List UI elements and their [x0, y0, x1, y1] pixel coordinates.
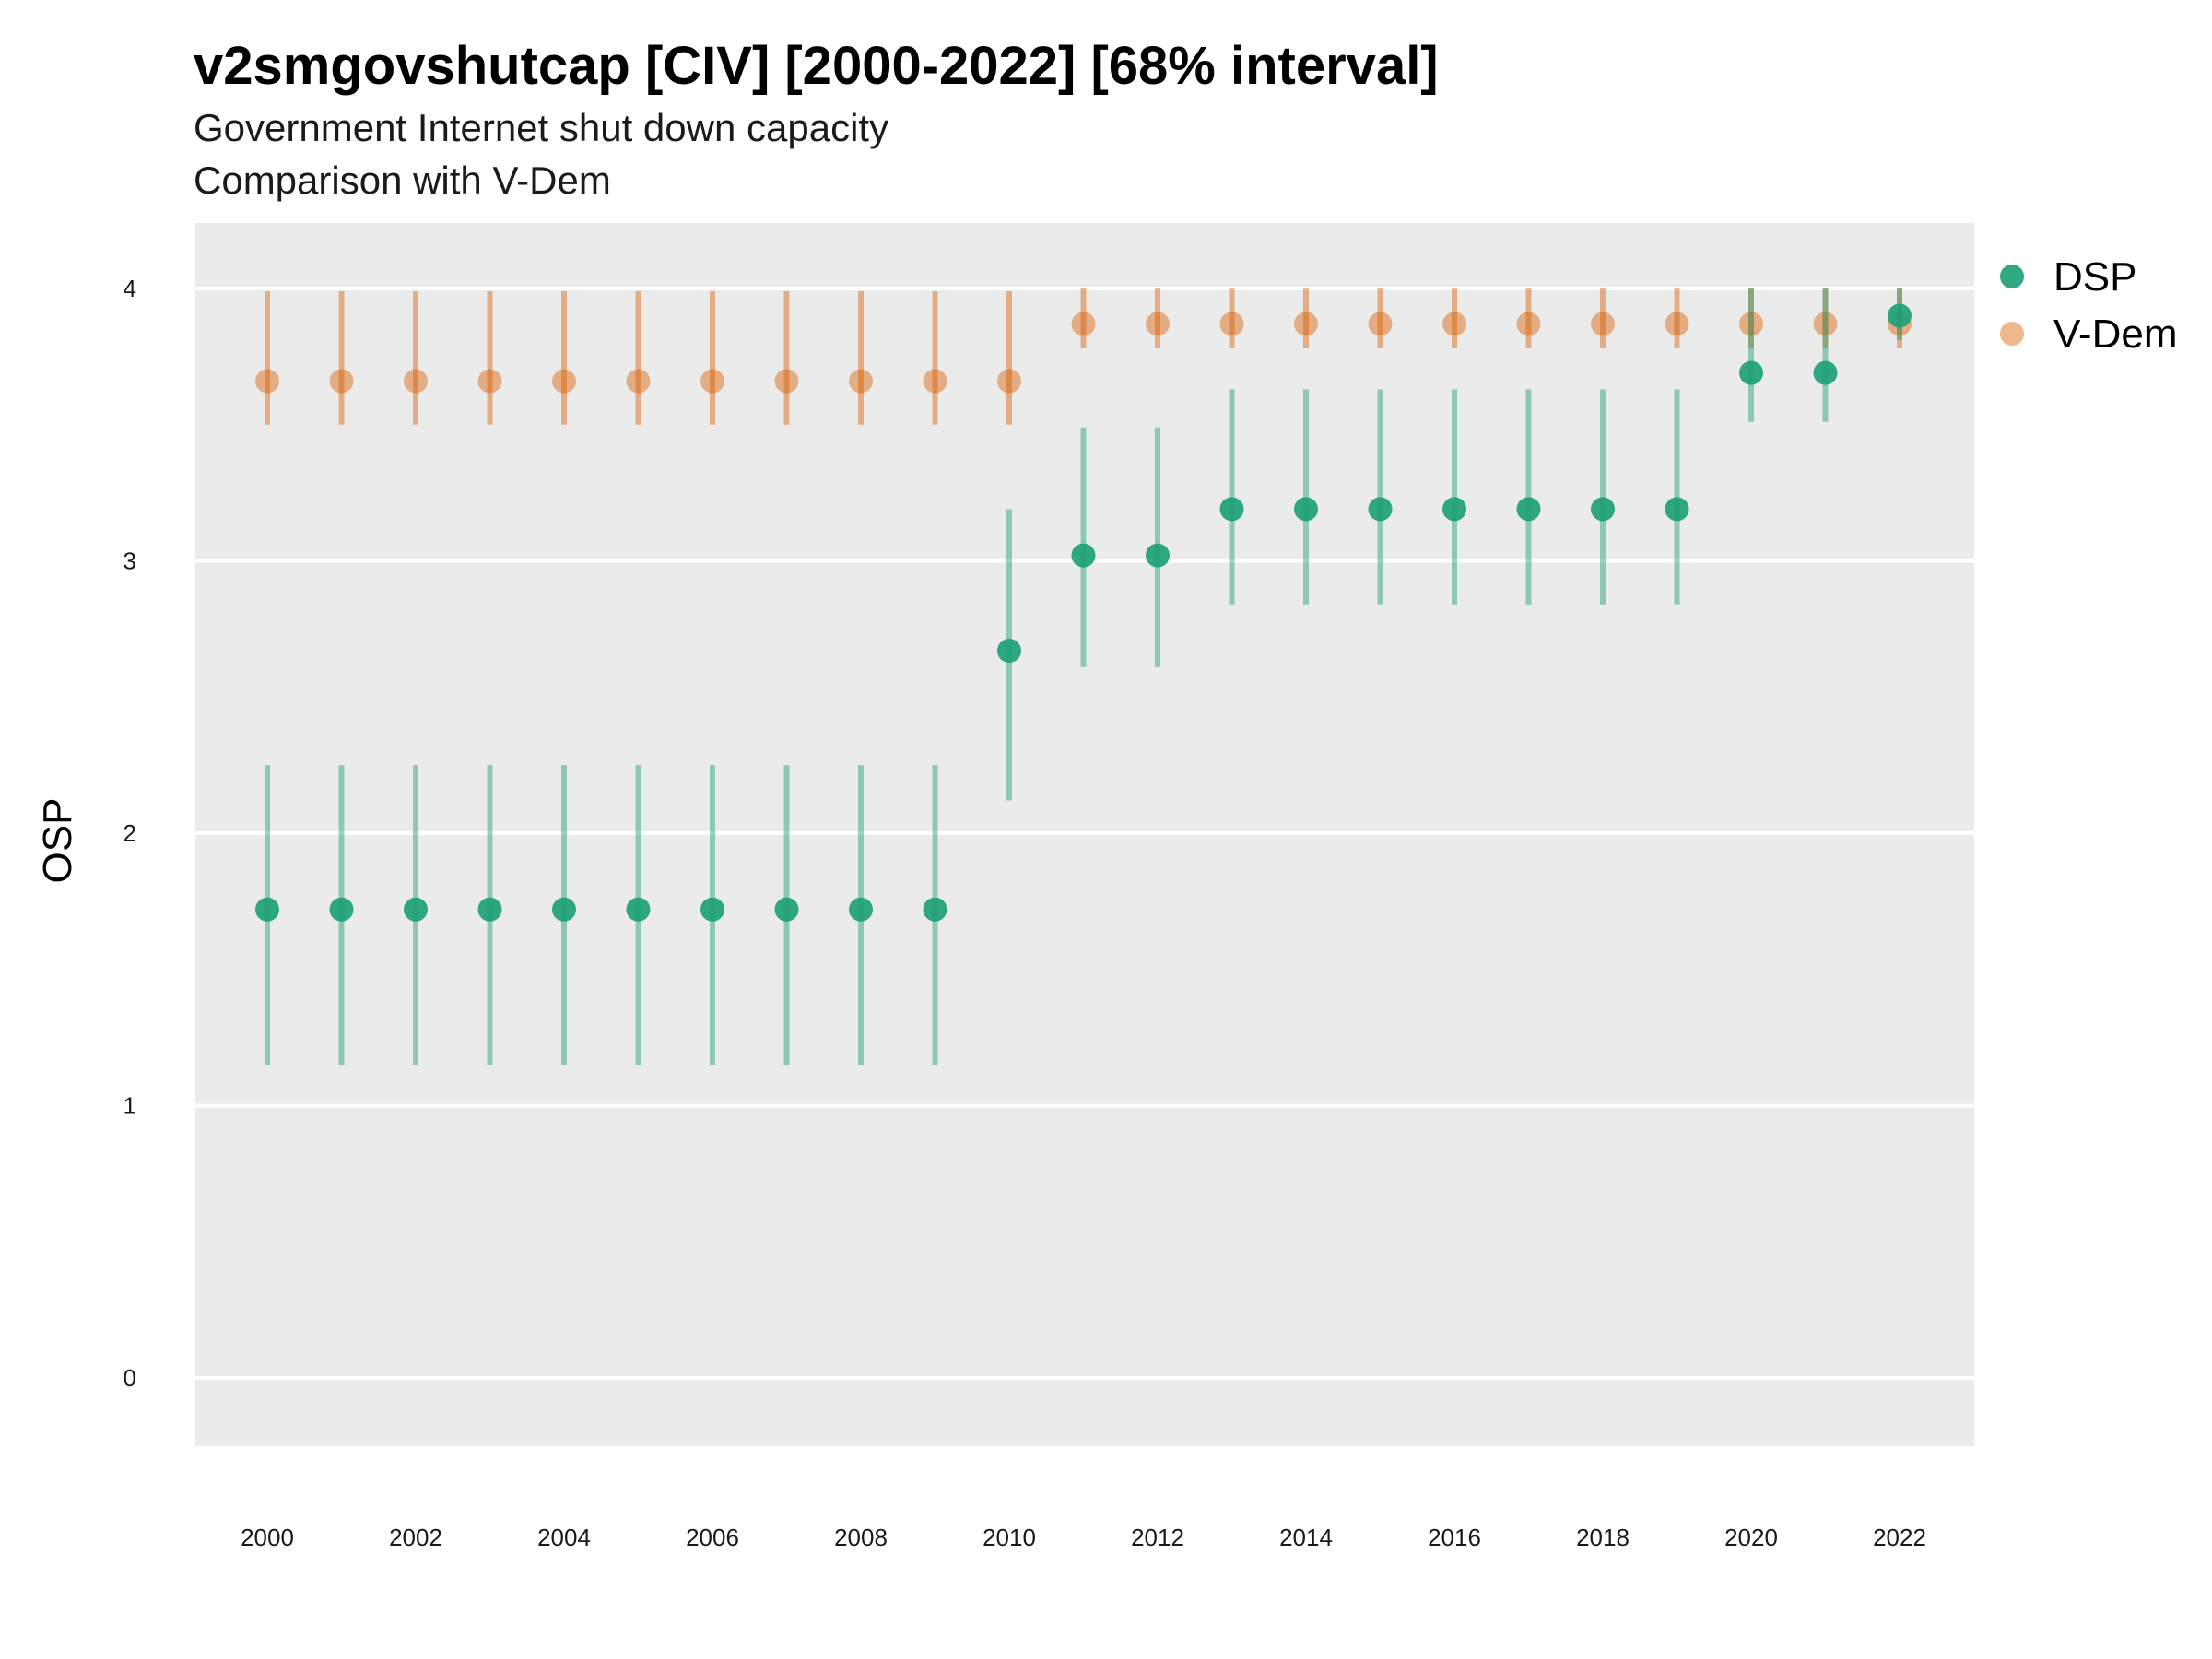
x-tick-label: 2006 [686, 1524, 739, 1551]
data-point [1813, 312, 1838, 336]
x-axis-ticks: 2000 2002 2004 2006 2008 2010 2012 2014 2016 2018… [241, 1524, 1926, 1551]
data-point [329, 369, 354, 394]
legend-label: DSP [2053, 254, 2136, 300]
data-point [1739, 312, 1763, 336]
data-point [255, 897, 279, 922]
series-v-dem [255, 288, 1912, 425]
x-tick-label: 2008 [834, 1524, 888, 1551]
data-point [477, 897, 502, 922]
data-point [1071, 312, 1096, 336]
data-point [997, 369, 1021, 394]
data-point [1516, 312, 1541, 336]
chart-subtitle-line-2: Comparison with V-Dem [194, 159, 611, 202]
data-point [1888, 303, 1912, 328]
data-point [404, 897, 428, 922]
x-tick-label: 2022 [1873, 1524, 1926, 1551]
legend-label: V-Dem [2053, 312, 2177, 357]
x-tick-label: 2000 [241, 1524, 294, 1551]
data-point [1665, 497, 1689, 522]
data-point [1146, 312, 1170, 336]
x-tick-label: 2014 [1279, 1524, 1333, 1551]
data-point [626, 369, 651, 394]
x-tick-label: 2018 [1576, 1524, 1630, 1551]
data-point [552, 369, 576, 394]
data-point [849, 369, 873, 394]
data-point [997, 639, 1021, 664]
x-tick-label: 2004 [537, 1524, 591, 1551]
data-point [923, 369, 947, 394]
data-point [923, 897, 947, 922]
legend-swatch [2000, 322, 2024, 346]
x-tick-label: 2010 [982, 1524, 1036, 1551]
data-point [774, 369, 799, 394]
data-point [700, 897, 724, 922]
x-tick-label: 2002 [389, 1524, 442, 1551]
data-point [1739, 360, 1763, 385]
data-point [1368, 312, 1393, 336]
data-point [1219, 312, 1244, 336]
data-marks [255, 288, 1912, 1065]
y-tick-label: 0 [124, 1364, 136, 1392]
legend: DSP V-Dem [2000, 254, 2177, 357]
legend-swatch [2000, 265, 2024, 288]
data-point [1368, 497, 1393, 522]
data-point [329, 897, 354, 922]
data-point [552, 897, 576, 922]
data-point [255, 369, 279, 394]
chart-title: v2smgovshutcap [CIV] [2000-2022] [68% in… [194, 36, 1439, 96]
data-point [1146, 543, 1170, 568]
data-point [1219, 497, 1244, 522]
series-dsp [255, 288, 1912, 1065]
data-point [1071, 543, 1096, 568]
data-point [1442, 497, 1466, 522]
data-point [404, 369, 428, 394]
chart-subtitle-line-1: Government Internet shut down capacity [194, 106, 889, 149]
x-tick-label: 2016 [1428, 1524, 1481, 1551]
x-tick-label: 2012 [1131, 1524, 1184, 1551]
data-point [1516, 497, 1541, 522]
data-point [1442, 312, 1466, 336]
y-tick-label: 3 [124, 547, 136, 575]
data-point [1591, 312, 1615, 336]
y-tick-label: 1 [124, 1092, 136, 1120]
y-axis-ticks: 0 1 2 3 4 [124, 275, 136, 1392]
data-point [774, 897, 799, 922]
y-tick-label: 4 [124, 275, 136, 302]
y-axis-label: OSP [35, 798, 80, 884]
data-point [700, 369, 724, 394]
data-point [1665, 312, 1689, 336]
data-point [1294, 312, 1318, 336]
data-point [1294, 497, 1318, 522]
data-point [1813, 360, 1838, 385]
data-point [849, 897, 873, 922]
data-point [477, 369, 502, 394]
x-tick-label: 2020 [1724, 1524, 1778, 1551]
y-tick-label: 2 [124, 819, 136, 847]
data-point [1591, 497, 1615, 522]
data-point [626, 897, 651, 922]
